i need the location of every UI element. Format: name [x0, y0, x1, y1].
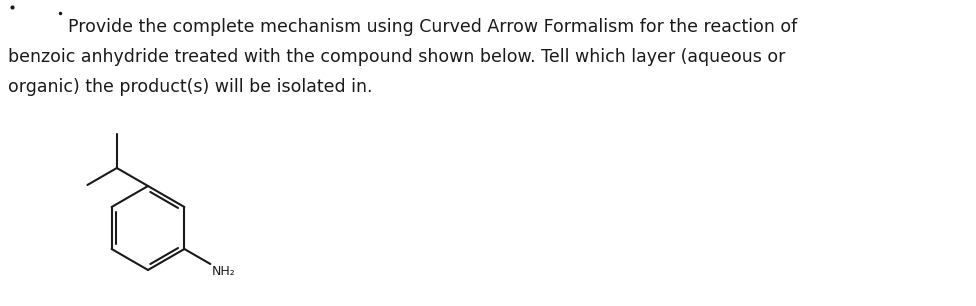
Text: benzoic anhydride treated with the compound shown below. Tell which layer (aqueo: benzoic anhydride treated with the compo…: [8, 48, 786, 66]
Text: Provide the complete mechanism using Curved Arrow Formalism for the reaction of: Provide the complete mechanism using Cur…: [68, 18, 797, 36]
Text: organic) the product(s) will be isolated in.: organic) the product(s) will be isolated…: [8, 78, 373, 96]
Text: NH₂: NH₂: [212, 265, 235, 278]
